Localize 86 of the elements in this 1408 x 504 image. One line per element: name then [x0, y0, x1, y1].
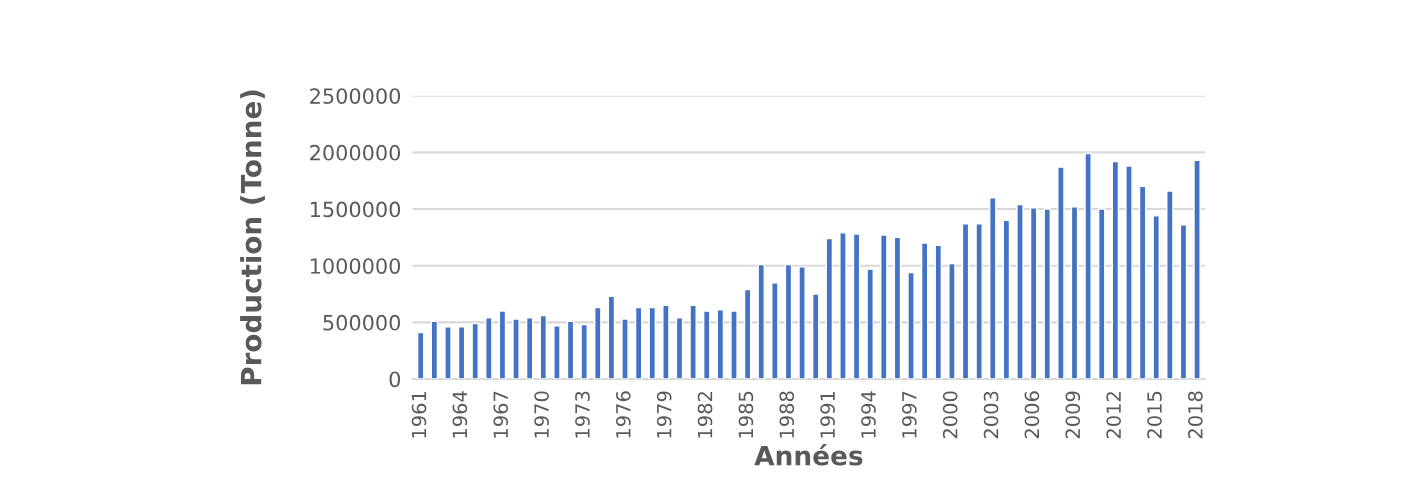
bar	[662, 304, 670, 380]
bar	[444, 326, 452, 380]
bar	[771, 282, 779, 380]
x-tick-label: 1970	[534, 391, 549, 438]
bar	[730, 310, 738, 380]
bar	[1179, 224, 1188, 380]
bar	[416, 331, 425, 380]
x-tick-label: 2006	[1024, 391, 1040, 439]
x-tick-label: 1967	[493, 391, 509, 438]
x-tick-label: 1985	[738, 391, 754, 438]
x-tick-label: 1976	[615, 391, 631, 438]
bar	[1084, 152, 1092, 380]
y-tick-label: 0	[389, 371, 401, 388]
bar	[1125, 165, 1133, 380]
bar	[920, 242, 929, 380]
bar	[948, 262, 956, 380]
bar	[989, 197, 997, 380]
bar	[485, 317, 493, 380]
bar	[757, 263, 765, 380]
bar	[784, 263, 793, 380]
y-axis-title: Production (Tonne)	[240, 90, 265, 385]
bar	[539, 314, 548, 380]
bar	[975, 223, 983, 380]
bar	[1097, 208, 1106, 380]
x-tick-label: 2015	[1147, 391, 1162, 439]
bar	[961, 223, 970, 380]
bar	[811, 293, 820, 380]
bar	[798, 266, 806, 380]
bar	[1138, 185, 1147, 380]
bar	[1111, 160, 1120, 380]
bar	[1166, 190, 1174, 380]
bar	[880, 234, 888, 380]
bar	[471, 322, 479, 380]
y-tick-label: 1500000	[310, 201, 401, 218]
bar	[594, 306, 602, 380]
bar	[702, 310, 711, 380]
bar	[743, 288, 752, 380]
x-tick-label: 1991	[820, 391, 835, 438]
bar	[1002, 219, 1011, 380]
bar	[607, 295, 616, 380]
x-tick-label: 2012	[1106, 392, 1121, 439]
x-tick-label: 1997	[901, 391, 917, 438]
bar	[566, 320, 575, 380]
x-tick-label: 1961	[411, 391, 427, 438]
x-tick-label: 1964	[452, 391, 468, 438]
x-tick-label: 2000	[942, 391, 958, 439]
bar	[893, 236, 902, 380]
bar	[934, 244, 943, 380]
bar	[825, 237, 834, 380]
bar	[553, 325, 561, 380]
y-tick-label: 1000000	[310, 258, 401, 274]
bar	[716, 309, 725, 380]
bar	[525, 317, 534, 380]
bar	[852, 233, 861, 380]
x-tick-label: 1979	[656, 391, 672, 438]
x-tick-label: 2018	[1188, 391, 1203, 439]
bar	[689, 304, 697, 380]
x-tick-label: 1982	[697, 392, 713, 438]
bar	[1152, 215, 1160, 380]
x-tick-label: 2009	[1065, 391, 1081, 439]
y-tick-label: 2000000	[310, 144, 401, 161]
bar	[498, 310, 507, 380]
x-tick-label: 1988	[779, 391, 795, 438]
x-tick-label: 1973	[575, 391, 590, 438]
bar	[1043, 208, 1052, 380]
bar	[866, 268, 874, 380]
bar	[675, 317, 684, 380]
bar	[1029, 207, 1038, 380]
bar	[512, 318, 520, 380]
y-tick-label: 500000	[323, 314, 401, 331]
bar	[1193, 159, 1201, 380]
y-tick-label: 2500000	[310, 88, 401, 104]
bar	[634, 306, 643, 380]
bar	[1057, 166, 1065, 380]
bar	[430, 320, 439, 380]
bar	[580, 323, 588, 380]
x-axis-title: Années	[754, 444, 863, 466]
bar	[839, 232, 847, 380]
x-tick-label: 1994	[861, 391, 876, 438]
bar	[457, 326, 466, 380]
bar	[907, 271, 915, 380]
bar	[648, 306, 657, 380]
x-tick-label: 2003	[983, 391, 999, 439]
bar	[1070, 206, 1079, 380]
bar	[621, 318, 629, 380]
bar	[1016, 203, 1024, 380]
